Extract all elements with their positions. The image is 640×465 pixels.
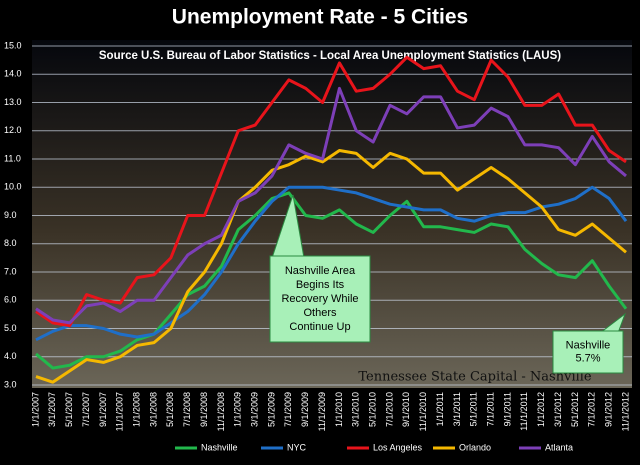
callout-text: Nashville 5.7%	[566, 339, 611, 364]
legend-label: Los Angeles	[373, 442, 423, 452]
x-tick-label: 11/1/2007	[115, 392, 125, 431]
x-tick-label: 9/1/2008	[199, 392, 209, 427]
legend-label: Atlanta	[545, 442, 573, 452]
x-tick-label: 3/1/2010	[351, 392, 361, 427]
y-tick-label: 4.0	[4, 351, 17, 361]
x-tick-label: 9/1/2009	[300, 392, 310, 427]
x-tick-label: 3/1/2012	[553, 392, 563, 427]
x-tick-label: 1/1/2007	[30, 392, 40, 427]
x-tick-label: 7/1/2007	[81, 392, 91, 427]
y-tick-label: 15.0	[4, 40, 22, 50]
callout-box	[269, 255, 371, 343]
x-tick-label: 5/1/2007	[64, 392, 74, 427]
x-tick-label: 11/1/2009	[317, 392, 327, 431]
legend-label: Nashville	[201, 442, 238, 452]
x-tick-label: 11/1/2011	[519, 392, 529, 431]
x-tick-label: 3/1/2011	[452, 392, 462, 426]
y-tick-label: 5.0	[4, 323, 17, 333]
series-line	[35, 149, 627, 384]
plot: 3.0 4.0 5.0 6.0 7.0 8.0 9.0 10.0 11.0 12.0 13.0 14.…	[4, 40, 632, 431]
x-tick-label: 9/1/2010	[401, 392, 411, 427]
y-tick-label: 7.0	[4, 266, 17, 276]
series-line	[35, 185, 628, 342]
x-tick-label: 5/1/2010	[368, 392, 378, 427]
y-tick-label: 12.0	[4, 125, 22, 135]
x-tick-label: 5/1/2008	[165, 392, 175, 427]
x-tick-label: 3/1/2009	[250, 392, 260, 427]
x-tick-label: 1/1/2008	[132, 392, 142, 427]
x-tick-label: 7/1/2010	[384, 392, 394, 427]
callout-box	[552, 330, 624, 374]
y-tick-label: 8.0	[4, 238, 17, 248]
subtitle: Source U.S. Bureau of Labor Statistics -…	[99, 50, 561, 62]
y-tick-label: 6.0	[4, 295, 17, 305]
x-tick-label: 11/1/2012	[620, 392, 630, 431]
x-tick-label: 11/1/2010	[418, 392, 428, 431]
x-tick-label: 5/1/2009	[266, 392, 276, 427]
legend: Nashville NYC Los Angeles Orlando Atlanta	[175, 442, 573, 452]
y-tick-label: 3.0	[4, 379, 17, 389]
series-line	[35, 86, 627, 325]
callout-text: Nashville Area Begins Its Recovery While Ot…	[281, 265, 358, 333]
series-line	[35, 55, 627, 328]
x-tick-label: 11/1/2008	[216, 392, 226, 431]
y-tick-label: 14.0	[4, 69, 22, 79]
x-tick-label: 9/1/2011	[502, 392, 512, 426]
x-tick-label: 9/1/2007	[98, 392, 108, 427]
x-tick-label: 1/1/2011	[435, 392, 445, 426]
x-tick-label: 5/1/2011	[469, 392, 479, 426]
legend-label: NYC	[287, 442, 307, 452]
x-tick-label: 7/1/2011	[486, 392, 496, 426]
x-tick-label: 9/1/2012	[604, 392, 614, 427]
x-tick-label: 7/1/2012	[587, 392, 597, 427]
y-tick-label: 9.0	[4, 210, 17, 220]
photo-caption: Tennessee State Capital - Nashville	[358, 370, 592, 385]
x-tick-label: 1/1/2012	[536, 392, 546, 427]
x-tick-label: 1/1/2009	[233, 392, 243, 427]
x-tick-label: 5/1/2012	[570, 392, 580, 427]
y-tick-label: 10.0	[4, 182, 22, 192]
x-tick-label: 3/1/2008	[148, 392, 158, 427]
x-tick-label: 7/1/2008	[182, 392, 192, 427]
legend-label: Orlando	[459, 442, 491, 452]
chart-title: Unemployment Rate - 5 Cities	[172, 6, 468, 29]
x-tick-label: 7/1/2009	[283, 392, 293, 427]
series-line	[35, 191, 628, 370]
x-tick-label: 3/1/2007	[47, 392, 57, 427]
x-tick-label: 1/1/2010	[334, 392, 344, 427]
y-tick-label: 11.0	[4, 153, 21, 163]
y-tick-label: 13.0	[4, 97, 22, 107]
